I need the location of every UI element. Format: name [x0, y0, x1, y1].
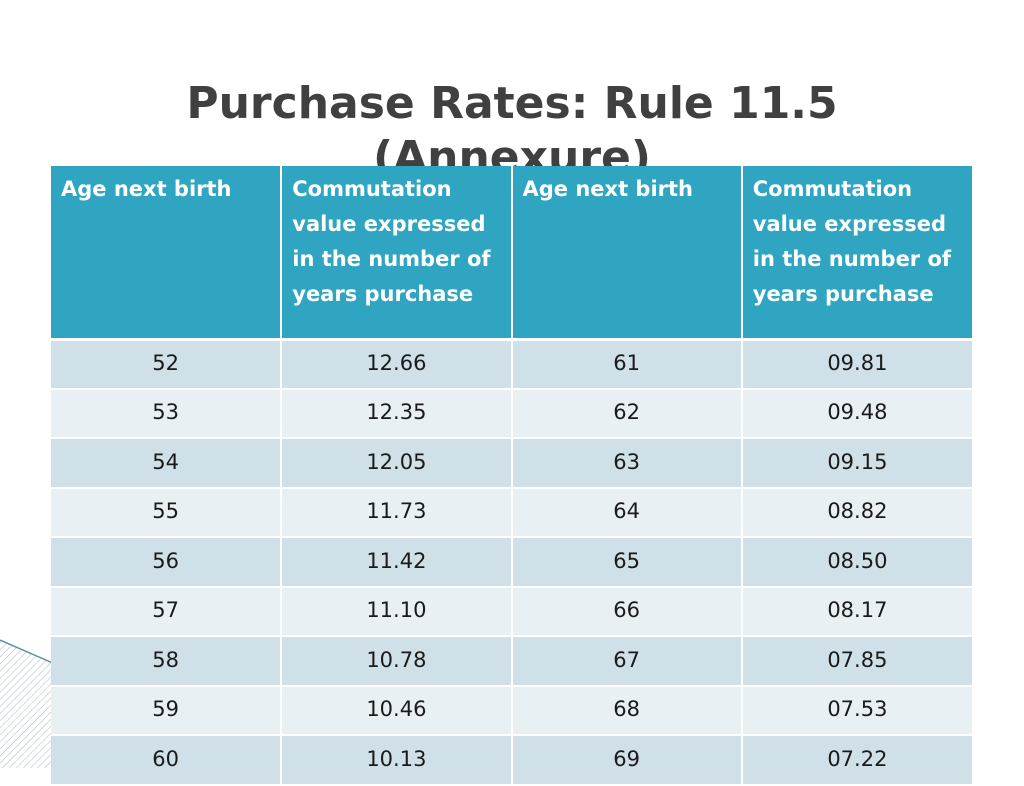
cell-commutation-value: 08.82	[741, 487, 972, 538]
cell-commutation-value: 12.05	[281, 438, 513, 489]
cell-age: 60	[51, 735, 283, 786]
cell-commutation-value: 09.81	[741, 339, 972, 390]
table-row: 55 11.73 64 08.82	[51, 487, 972, 538]
table-row: 58 10.78 67 07.85	[51, 636, 972, 687]
table-row: 53 12.35 62 09.48	[51, 388, 972, 439]
cell-commutation-value: 08.17	[741, 586, 972, 637]
purchase-rates-table: Age next birth Commutation value express…	[51, 166, 972, 786]
cell-commutation-value: 09.15	[741, 438, 972, 489]
column-header-commutation-value: Commutation value expressed in the numbe…	[281, 166, 513, 341]
column-header-commutation-value: Commutation value expressed in the numbe…	[741, 166, 972, 341]
cell-age: 55	[51, 487, 283, 538]
cell-commutation-value: 12.35	[281, 388, 513, 439]
cell-age: 53	[51, 388, 283, 439]
column-header-age: Age next birth	[511, 166, 743, 341]
cell-age: 52	[51, 339, 283, 390]
cell-age: 64	[511, 487, 743, 538]
table-header-row: Age next birth Commutation value express…	[51, 166, 972, 341]
cell-commutation-value: 10.13	[281, 735, 513, 786]
title-line-1: Purchase Rates: Rule 11.5	[186, 78, 838, 130]
cell-age: 66	[511, 586, 743, 637]
cell-commutation-value: 11.42	[281, 537, 513, 588]
cell-commutation-value: 11.73	[281, 487, 513, 538]
table-row: 57 11.10 66 08.17	[51, 586, 972, 637]
cell-age: 57	[51, 586, 283, 637]
cell-commutation-value: 10.78	[281, 636, 513, 687]
cell-commutation-value: 07.22	[741, 735, 972, 786]
table-row: 52 12.66 61 09.81	[51, 339, 972, 390]
cell-commutation-value: 09.48	[741, 388, 972, 439]
table-body: 52 12.66 61 09.81 53 12.35 62 09.48 54 12.05 63 09.…	[51, 339, 972, 786]
cell-age: 62	[511, 388, 743, 439]
cell-age: 54	[51, 438, 283, 489]
cell-age: 68	[511, 685, 743, 736]
cell-age: 58	[51, 636, 283, 687]
cell-commutation-value: 07.53	[741, 685, 972, 736]
cell-commutation-value: 07.85	[741, 636, 972, 687]
cell-age: 63	[511, 438, 743, 489]
cell-age: 65	[511, 537, 743, 588]
cell-commutation-value: 10.46	[281, 685, 513, 736]
cell-age: 59	[51, 685, 283, 736]
cell-commutation-value: 11.10	[281, 586, 513, 637]
table-row: 56 11.42 65 08.50	[51, 537, 972, 588]
cell-commutation-value: 12.66	[281, 339, 513, 390]
cell-age: 67	[511, 636, 743, 687]
cell-age: 69	[511, 735, 743, 786]
column-header-age: Age next birth	[51, 166, 283, 341]
cell-age: 56	[51, 537, 283, 588]
cell-age: 61	[511, 339, 743, 390]
decorative-stripes	[0, 639, 56, 768]
table-row: 54 12.05 63 09.15	[51, 438, 972, 489]
table-row: 60 10.13 69 07.22	[51, 735, 972, 786]
cell-commutation-value: 08.50	[741, 537, 972, 588]
table-row: 59 10.46 68 07.53	[51, 685, 972, 736]
